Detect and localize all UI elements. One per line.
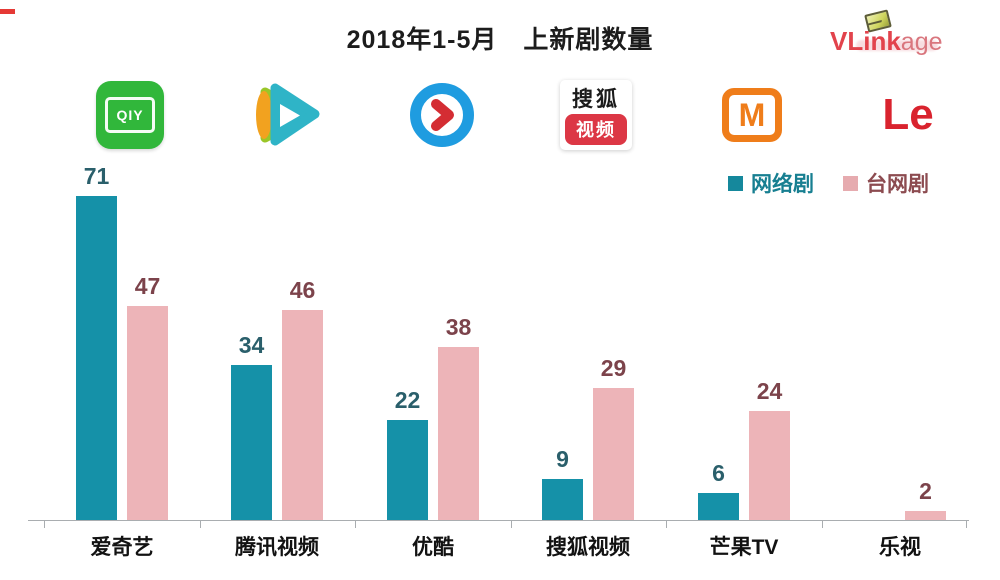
x-axis-label-优酷: 优酷 [412, 536, 454, 559]
bar-台网剧-腾讯视频 [282, 310, 323, 520]
value-label-台网剧-芒果TV: 24 [756, 378, 783, 404]
youku-logo-icon [402, 78, 482, 152]
chart-title: 2018年1-5月 上新剧数量 [346, 26, 654, 54]
bar-网络剧-芒果TV [698, 493, 739, 520]
sohu-red-badge: 视频 [565, 114, 627, 145]
value-label-台网剧-爱奇艺: 47 [134, 273, 161, 299]
bar-网络剧-腾讯视频 [231, 365, 272, 520]
legend-item-web-drama: 网络剧 [728, 170, 814, 196]
brand-part2: age [900, 28, 943, 56]
mango-frame: M [722, 88, 782, 142]
x-axis-label-乐视: 乐视 [879, 536, 921, 559]
brand-part1: VLink [830, 26, 901, 56]
letv-letters: Le [882, 90, 934, 139]
sohu-line2: 视频 [576, 120, 616, 140]
vlinkage-logo: VLinkage [822, 9, 972, 62]
value-label-网络剧-芒果TV: 6 [712, 460, 725, 486]
legend-swatch-web-drama [728, 175, 743, 191]
vlinkage-wordmark: VLinkage [830, 26, 943, 57]
x-axis-tick [966, 521, 967, 528]
legend-item-tv-web-drama: 台网剧 [843, 170, 929, 196]
value-label-台网剧-搜狐视频: 29 [600, 355, 627, 381]
youku-blue-ring [410, 83, 474, 147]
x-axis-tick [44, 521, 45, 528]
tencent-play-icon [256, 83, 320, 146]
sohu-card: 搜狐 视频 [560, 80, 632, 150]
corner-red-dash [0, 9, 15, 14]
value-label-网络剧-腾讯视频: 34 [238, 332, 265, 358]
bar-台网剧-爱奇艺 [127, 306, 168, 520]
value-label-台网剧-乐视: 2 [919, 478, 932, 504]
x-axis-tick [355, 521, 356, 528]
x-axis-tick [511, 521, 512, 528]
bar-台网剧-乐视 [905, 511, 946, 520]
youku-red-chevron [431, 99, 454, 131]
legend-label-web-drama: 网络剧 [751, 173, 814, 196]
x-axis-tick [822, 521, 823, 528]
x-axis-tick [666, 521, 667, 528]
mango-tv-logo-icon: M [712, 78, 792, 152]
iqiyi-green-box: QIY [96, 81, 164, 149]
x-axis-tick [200, 521, 201, 528]
bar-网络剧-爱奇艺 [76, 196, 117, 520]
iqiyi-letters: QIY [116, 107, 144, 123]
bar-网络剧-搜狐视频 [542, 479, 583, 520]
iqiyi-logo-icon: QIY [90, 78, 170, 152]
value-label-网络剧-爱奇艺: 71 [83, 163, 110, 189]
iqiyi-tv-outline: QIY [105, 97, 155, 133]
sohu-video-logo-icon: 搜狐 视频 [556, 78, 636, 152]
tencent-video-logo-icon [245, 78, 325, 152]
logo-smudge [856, 40, 938, 51]
bar-台网剧-优酷 [438, 347, 479, 520]
value-label-网络剧-优酷: 22 [394, 387, 421, 413]
letv-logo-icon: Le [868, 78, 948, 152]
x-axis-label-腾讯视频: 腾讯视频 [235, 536, 319, 559]
value-label-台网剧-优酷: 38 [445, 314, 472, 340]
legend-label-tv-web-drama: 台网剧 [866, 173, 929, 196]
x-axis-line [28, 520, 969, 521]
value-label-台网剧-腾讯视频: 46 [289, 277, 316, 303]
value-label-网络剧-搜狐视频: 9 [556, 446, 569, 472]
sohu-line1: 搜狐 [572, 88, 620, 111]
x-axis-label-芒果TV: 芒果TV [709, 536, 779, 559]
bar-网络剧-优酷 [387, 420, 428, 520]
mango-letter: M [738, 97, 766, 133]
legend-swatch-tv-web-drama [843, 175, 858, 191]
bar-台网剧-搜狐视频 [593, 388, 634, 520]
x-axis-label-爱奇艺: 爱奇艺 [90, 536, 154, 559]
bar-台网剧-芒果TV [749, 411, 790, 520]
x-axis-label-搜狐视频: 搜狐视频 [546, 536, 630, 559]
